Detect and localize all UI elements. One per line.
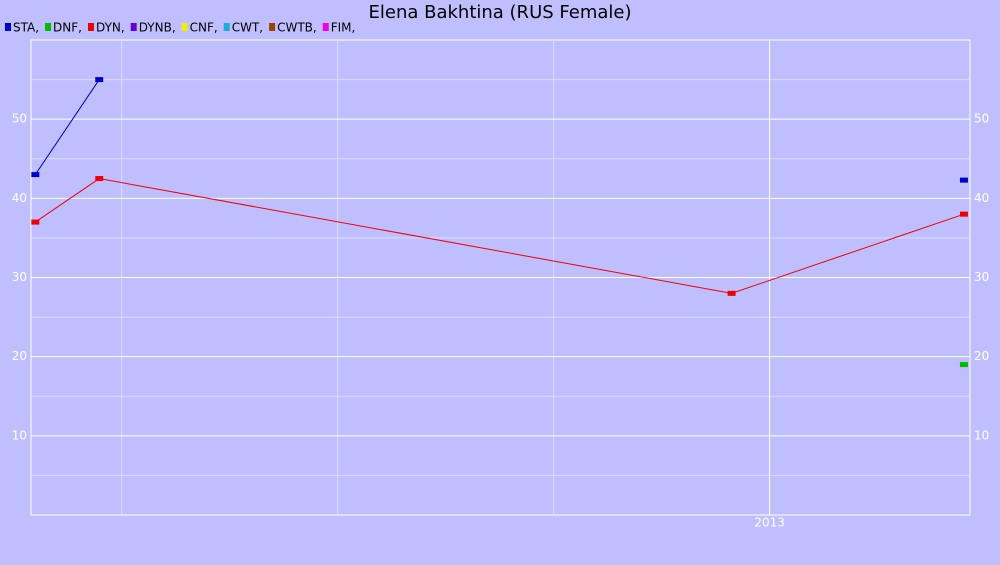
point bbox=[959, 177, 968, 183]
point bbox=[31, 219, 40, 225]
chart-title: Elena Bakhtina (RUS Female) bbox=[369, 2, 632, 23]
y-tick-label: 50 bbox=[12, 112, 27, 126]
legend-swatch bbox=[269, 23, 276, 31]
point bbox=[31, 172, 40, 178]
legend-swatch bbox=[223, 23, 230, 31]
y2-tick-label: 40 bbox=[974, 191, 989, 205]
legend-label: STA, bbox=[13, 21, 39, 35]
legend-label: CNF, bbox=[190, 21, 218, 35]
legend-label: DNF, bbox=[53, 21, 82, 35]
y-tick-label: 40 bbox=[12, 191, 27, 205]
point bbox=[959, 362, 968, 368]
legend-label: FIM, bbox=[331, 21, 356, 35]
x-tick-label: 2013 bbox=[754, 516, 785, 530]
y2-tick-label: 30 bbox=[974, 270, 989, 284]
point bbox=[959, 211, 968, 217]
series-line bbox=[35, 178, 965, 294]
legend-label: DYNB, bbox=[139, 21, 176, 35]
legend-swatch bbox=[130, 23, 137, 31]
point bbox=[95, 176, 104, 182]
legend-swatch bbox=[322, 23, 329, 31]
legend-label: CWTB, bbox=[277, 21, 317, 35]
y2-tick-label: 50 bbox=[974, 112, 989, 126]
legend-swatch bbox=[181, 23, 188, 31]
legend-label: DYN, bbox=[96, 21, 125, 35]
point bbox=[727, 290, 736, 296]
point bbox=[95, 77, 104, 83]
y-tick-label: 30 bbox=[12, 270, 27, 284]
legend-swatch bbox=[87, 23, 94, 31]
y-tick-label: 20 bbox=[12, 349, 27, 363]
y2-tick-label: 20 bbox=[974, 349, 989, 363]
y-tick-label: 10 bbox=[12, 428, 27, 442]
series-line bbox=[34, 79, 100, 175]
legend-swatch bbox=[45, 23, 52, 31]
y2-tick-label: 10 bbox=[974, 428, 989, 442]
legend-label: CWT, bbox=[232, 21, 263, 35]
legend-swatch bbox=[5, 23, 11, 31]
